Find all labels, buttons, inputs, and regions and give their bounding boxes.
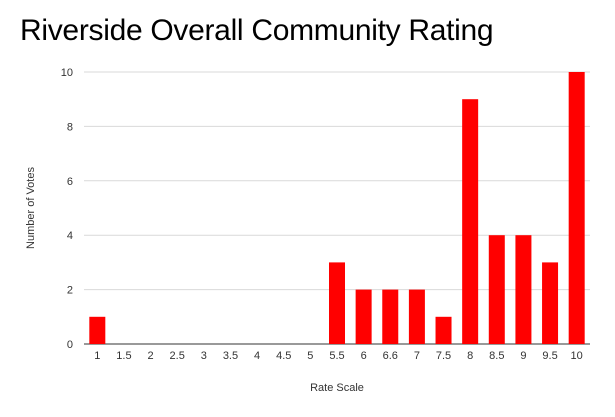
y-tick-label: 0 [67,339,73,351]
x-tick-label: 9 [520,350,526,362]
y-tick-label: 4 [67,230,73,242]
y-tick-label: 2 [67,285,73,297]
x-tick-label: 1 [94,350,100,362]
bar-6.6 [382,289,399,344]
y-tick-labels: 0 2 4 6 8 10 [61,67,73,351]
bar-9 [515,235,532,344]
bar-8 [462,99,479,344]
x-tick-label: 4 [254,350,260,362]
x-tick-label: 5 [307,350,313,362]
x-tick-label: 7 [414,350,420,362]
y-tick-label: 6 [67,176,73,188]
bars [89,72,585,344]
bar-10 [568,72,585,344]
x-tick-label: 3.5 [223,350,238,362]
x-tick-label: 1.5 [116,350,131,362]
chart-title: Riverside Overall Community Rating [20,14,494,47]
x-tick-labels: 1 1.5 2 2.5 3 3.5 4 4.5 5 5.5 6 6.6 7 7.5 8 8.5 9 9.5 10 [94,350,583,362]
y-axis-label: Number of Votes [25,167,37,249]
bar-5.5 [329,262,345,344]
x-tick-label: 6.6 [383,350,398,362]
x-tick-label: 10 [571,350,583,362]
x-tick-label: 6 [361,350,367,362]
x-tick-label: 2.5 [170,350,185,362]
x-tick-label: 9.5 [542,350,557,362]
y-tick-label: 10 [61,67,73,79]
bar-7 [408,289,425,344]
x-tick-label: 3 [201,350,207,362]
y-tick-label: 8 [67,121,73,133]
bar-8.5 [488,235,505,344]
x-tick-label: 5.5 [329,350,344,362]
x-tick-label: 4.5 [276,350,291,362]
bar-6 [355,289,372,344]
x-tick-label: 7.5 [436,350,451,362]
bar-7.5 [435,316,452,344]
x-tick-label: 2 [148,350,154,362]
x-tick-label: 8.5 [489,350,504,362]
x-axis-label: Rate Scale [310,382,364,394]
bar-1 [89,316,106,344]
x-tick-label: 8 [467,350,473,362]
bar-9.5 [542,262,559,344]
